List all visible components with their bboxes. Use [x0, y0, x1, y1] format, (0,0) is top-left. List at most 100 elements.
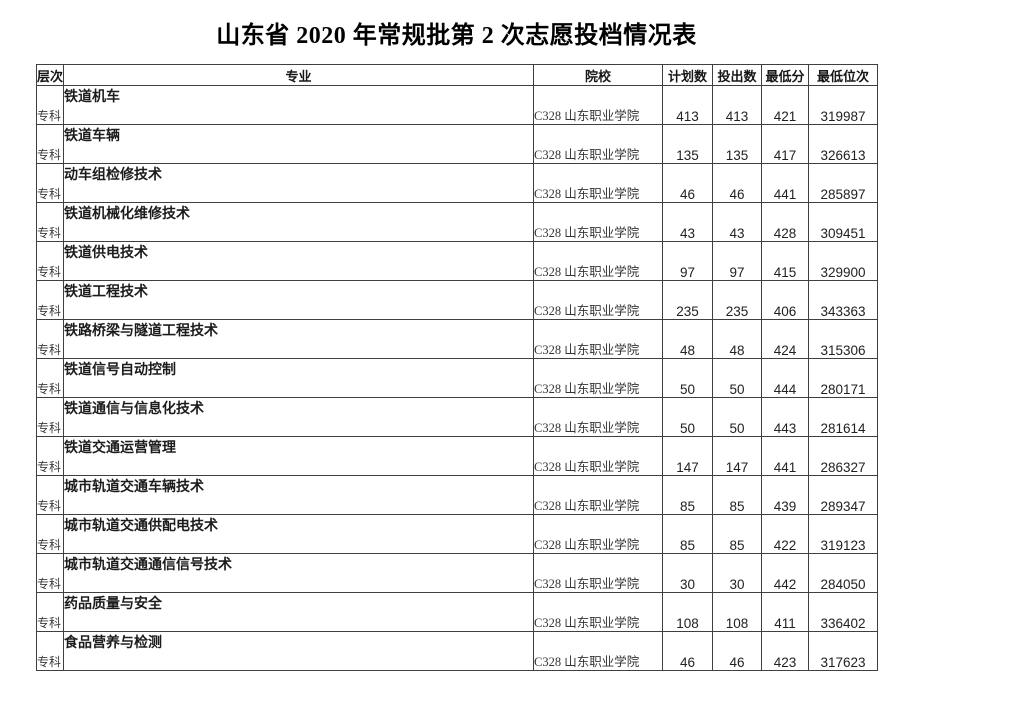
cell-college: C328 山东职业学院 [533, 124, 663, 164]
cell-min-rank: 343363 [808, 280, 878, 320]
table-row: 专科 城市轨道交通供配电技术 C328 山东职业学院 85 85 422 319… [36, 514, 878, 554]
cell-level: 专科 [36, 553, 64, 593]
cell-plan: 50 [662, 358, 713, 398]
cell-level: 专科 [36, 202, 64, 242]
cell-min-score: 406 [761, 280, 809, 320]
cell-cast: 85 [712, 514, 762, 554]
cell-min-rank: 309451 [808, 202, 878, 242]
cell-college: C328 山东职业学院 [533, 436, 663, 476]
cell-major: 食品营养与检测 [63, 631, 534, 671]
cell-major: 城市轨道交通通信信号技术 [63, 553, 534, 593]
cell-level: 专科 [36, 436, 64, 476]
cell-level: 专科 [36, 85, 64, 125]
cell-min-score: 443 [761, 397, 809, 437]
cell-min-score: 423 [761, 631, 809, 671]
cell-cast: 46 [712, 163, 762, 203]
cell-plan: 43 [662, 202, 713, 242]
cell-college: C328 山东职业学院 [533, 241, 663, 281]
cell-plan: 50 [662, 397, 713, 437]
cell-cast: 48 [712, 319, 762, 359]
table-row: 专科 铁道机械化维修技术 C328 山东职业学院 43 43 428 30945… [36, 202, 878, 242]
table-row: 专科 城市轨道交通通信信号技术 C328 山东职业学院 30 30 442 28… [36, 553, 878, 593]
cell-min-score: 428 [761, 202, 809, 242]
col-header-min-rank: 最低位次 [808, 64, 878, 86]
table-row: 专科 铁道车辆 C328 山东职业学院 135 135 417 326613 [36, 124, 878, 164]
cell-level: 专科 [36, 631, 64, 671]
cell-min-score: 441 [761, 163, 809, 203]
table-row: 专科 药品质量与安全 C328 山东职业学院 108 108 411 33640… [36, 592, 878, 632]
cell-level: 专科 [36, 397, 64, 437]
cell-min-score: 424 [761, 319, 809, 359]
cell-level: 专科 [36, 280, 64, 320]
cell-level: 专科 [36, 124, 64, 164]
cell-major: 铁道供电技术 [63, 241, 534, 281]
cell-cast: 413 [712, 85, 762, 125]
cell-cast: 147 [712, 436, 762, 476]
cell-major: 铁道通信与信息化技术 [63, 397, 534, 437]
cell-cast: 97 [712, 241, 762, 281]
cell-min-rank: 329900 [808, 241, 878, 281]
cell-min-rank: 285897 [808, 163, 878, 203]
cell-level: 专科 [36, 475, 64, 515]
cell-college: C328 山东职业学院 [533, 514, 663, 554]
cell-min-rank: 286327 [808, 436, 878, 476]
cell-cast: 46 [712, 631, 762, 671]
col-header-level: 层次 [36, 64, 64, 86]
cell-plan: 46 [662, 631, 713, 671]
cell-level: 专科 [36, 163, 64, 203]
cell-plan: 147 [662, 436, 713, 476]
cell-college: C328 山东职业学院 [533, 202, 663, 242]
cell-college: C328 山东职业学院 [533, 319, 663, 359]
cell-level: 专科 [36, 592, 64, 632]
cell-cast: 30 [712, 553, 762, 593]
cell-min-score: 441 [761, 436, 809, 476]
table-row: 专科 铁道信号自动控制 C328 山东职业学院 50 50 444 280171 [36, 358, 878, 398]
cell-min-score: 422 [761, 514, 809, 554]
cell-min-rank: 289347 [808, 475, 878, 515]
cell-college: C328 山东职业学院 [533, 631, 663, 671]
cell-major: 药品质量与安全 [63, 592, 534, 632]
cell-cast: 50 [712, 358, 762, 398]
cell-college: C328 山东职业学院 [533, 163, 663, 203]
cell-college: C328 山东职业学院 [533, 280, 663, 320]
cell-major: 铁道交通运营管理 [63, 436, 534, 476]
table-row: 专科 铁道工程技术 C328 山东职业学院 235 235 406 343363 [36, 280, 878, 320]
cell-cast: 108 [712, 592, 762, 632]
table-row: 专科 铁路桥梁与隧道工程技术 C328 山东职业学院 48 48 424 315… [36, 319, 878, 359]
page-title: 山东省 2020 年常规批第 2 次志愿投档情况表 [216, 23, 697, 49]
cell-college: C328 山东职业学院 [533, 85, 663, 125]
col-header-cast: 投出数 [712, 64, 762, 86]
admission-table: 层次 专业 院校 计划数 投出数 最低分 最低位次 专科 铁道机车 C328 山… [36, 64, 878, 671]
cell-college: C328 山东职业学院 [533, 358, 663, 398]
cell-min-score: 439 [761, 475, 809, 515]
cell-level: 专科 [36, 319, 64, 359]
document-body: 山东省 2020 年常规批第 2 次志愿投档情况表 层次 专业 院校 计划数 投… [36, 0, 878, 671]
cell-plan: 97 [662, 241, 713, 281]
cell-major: 铁路桥梁与隧道工程技术 [63, 319, 534, 359]
table-row: 专科 动车组检修技术 C328 山东职业学院 46 46 441 285897 [36, 163, 878, 203]
cell-college: C328 山东职业学院 [533, 475, 663, 515]
cell-major: 铁道信号自动控制 [63, 358, 534, 398]
cell-min-rank: 319123 [808, 514, 878, 554]
cell-min-rank: 317623 [808, 631, 878, 671]
cell-min-rank: 280171 [808, 358, 878, 398]
cell-major: 城市轨道交通车辆技术 [63, 475, 534, 515]
cell-min-rank: 284050 [808, 553, 878, 593]
col-header-major: 专业 [63, 64, 534, 86]
cell-college: C328 山东职业学院 [533, 397, 663, 437]
cell-major: 铁道车辆 [63, 124, 534, 164]
cell-min-score: 442 [761, 553, 809, 593]
cell-cast: 85 [712, 475, 762, 515]
cell-plan: 235 [662, 280, 713, 320]
col-header-college: 院校 [533, 64, 663, 86]
cell-min-score: 444 [761, 358, 809, 398]
cell-major: 城市轨道交通供配电技术 [63, 514, 534, 554]
cell-min-rank: 281614 [808, 397, 878, 437]
table-row: 专科 城市轨道交通车辆技术 C328 山东职业学院 85 85 439 2893… [36, 475, 878, 515]
table-row: 专科 铁道交通运营管理 C328 山东职业学院 147 147 441 2863… [36, 436, 878, 476]
cell-min-rank: 315306 [808, 319, 878, 359]
cell-college: C328 山东职业学院 [533, 553, 663, 593]
cell-min-score: 415 [761, 241, 809, 281]
col-header-min-score: 最低分 [761, 64, 809, 86]
